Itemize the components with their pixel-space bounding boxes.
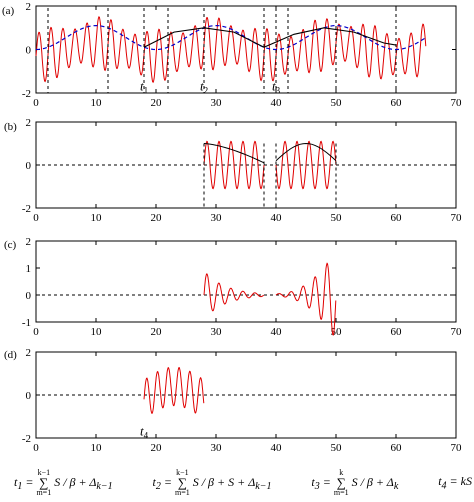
x-tick-label: 70 [451, 442, 463, 454]
formula-t4: t4 = kS [438, 474, 472, 492]
x-tick-label: 0 [33, 442, 39, 454]
x-tick-label: 10 [91, 212, 103, 224]
x-tick-label: 0 [33, 326, 39, 338]
y-tick-label: 2 [26, 117, 32, 129]
series-segment-envelope [143, 27, 397, 48]
marker-label-t4: t4 [140, 424, 149, 441]
x-tick-label: 10 [91, 97, 103, 109]
series-oscillation [35, 16, 427, 84]
series-segment-1 [203, 273, 265, 312]
y-tick-label: 0 [26, 160, 32, 172]
x-tick-label: 40 [271, 212, 283, 224]
x-tick-label: 50 [331, 442, 343, 454]
x-tick-label: 50 [331, 326, 343, 338]
formula-row: t1 = k−1 ∑ m=1 S / β + Δk−1 t2 = k−1 ∑ m=1 S… [14, 466, 472, 500]
panel-label: (b) [4, 121, 17, 133]
y-tick-label: -2 [22, 433, 31, 445]
x-tick-label: 50 [331, 212, 343, 224]
series-segment-1 [203, 140, 265, 190]
series-envelope-1 [203, 143, 265, 164]
x-tick-label: 20 [151, 212, 163, 224]
x-tick-label: 0 [33, 212, 39, 224]
x-tick-label: 60 [391, 97, 403, 109]
x-tick-label: 40 [271, 326, 283, 338]
x-tick-label: 10 [91, 326, 103, 338]
series-segment-1 [143, 367, 205, 414]
x-tick-label: 70 [451, 97, 463, 109]
series-envelope-2 [275, 142, 337, 162]
y-tick-label: -1 [22, 317, 31, 329]
x-tick-label: 40 [271, 97, 283, 109]
formula-t1: t1 = k−1 ∑ m=1 S / β + Δk−1 [14, 468, 113, 497]
series-segment-2 [275, 262, 337, 336]
y-tick-label: 2 [26, 236, 32, 248]
x-tick-label: 0 [33, 97, 39, 109]
series-segment-2 [275, 140, 337, 190]
marker-label-t2: t2 [200, 78, 208, 95]
y-tick-label: 0 [26, 290, 32, 302]
panel-2: (b)0 10 20 30 40 50 60 70-202 [4, 117, 462, 224]
panel-label: (a) [2, 5, 15, 17]
y-tick-label: -2 [22, 203, 31, 215]
axes-frame [35, 240, 457, 323]
x-tick-label: 30 [211, 326, 223, 338]
y-tick-label: 2 [26, 347, 32, 359]
y-tick-label: 0 [26, 390, 32, 402]
x-tick-label: 60 [391, 326, 403, 338]
x-tick-label: 30 [211, 97, 223, 109]
y-tick-label: 1 [26, 263, 32, 275]
formula-t2: t2 = k−1 ∑ m=1 S / β + S + Δk−1 [152, 468, 272, 497]
x-tick-label: 40 [271, 442, 283, 454]
panel-label: (d) [4, 349, 17, 361]
x-tick-label: 20 [151, 442, 163, 454]
x-tick-label: 50 [331, 97, 343, 109]
x-tick-label: 70 [451, 326, 463, 338]
x-tick-label: 20 [151, 326, 163, 338]
x-tick-label: 20 [151, 97, 163, 109]
y-tick-label: -2 [22, 88, 31, 100]
x-tick-label: 60 [391, 212, 403, 224]
x-tick-label: 10 [91, 442, 103, 454]
formula-t3: t3 = k ∑ m=1 S / β + Δk [311, 468, 399, 497]
panel-label: (c) [4, 239, 17, 251]
x-tick-label: 30 [211, 442, 223, 454]
x-tick-label: 70 [451, 212, 463, 224]
x-tick-label: 30 [211, 212, 223, 224]
marker-label-t3: t3 [272, 78, 281, 95]
series-slow-envelope [35, 24, 427, 51]
marker-label-t1: t1 [140, 78, 148, 95]
y-tick-label: 0 [26, 45, 32, 57]
y-tick-label: 2 [26, 1, 32, 13]
x-tick-label: 60 [391, 442, 403, 454]
